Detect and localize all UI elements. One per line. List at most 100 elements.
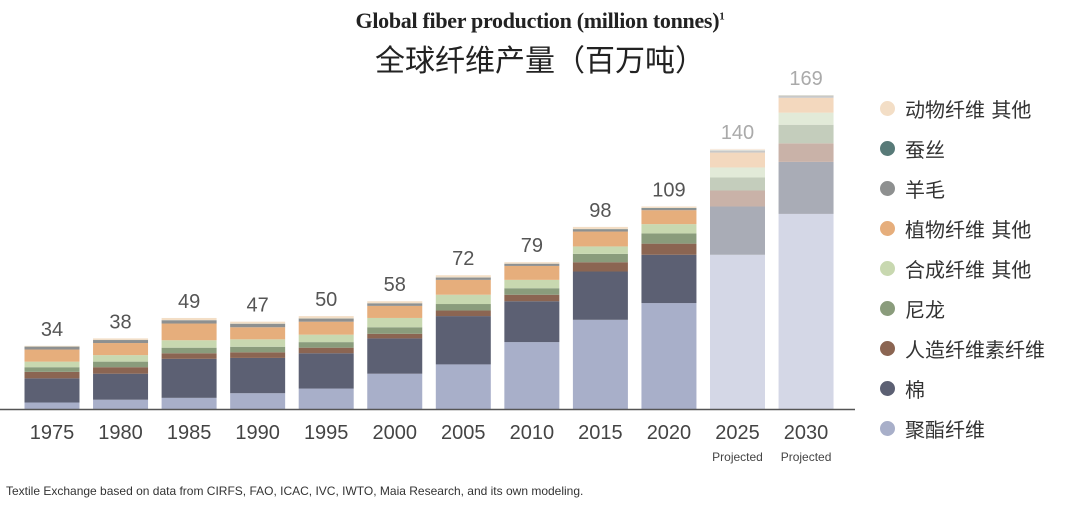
bar-segment [641,206,697,208]
source-note: Textile Exchange based on data from CIRF… [6,484,584,498]
x-tick-label: 2005 [441,422,486,444]
bar-segment [161,397,217,409]
legend-item: 合成纤维 其他 [880,248,1045,288]
bar-segment [298,321,354,335]
projected-note: Projected [781,450,832,464]
bar-segment [367,338,423,374]
x-tick-label: 1975 [30,422,75,444]
bar-segment [24,402,80,409]
bar-segment [778,213,834,409]
bar-segment [572,229,628,232]
legend-label: 羊毛 [905,177,945,202]
legend-item: 棉 [880,368,1045,408]
bar-segment [93,343,149,356]
legend-label: 人造纤维素纤维 [905,337,1045,362]
bar-segment [778,143,834,162]
bar-segment [230,323,286,328]
bar-segment [24,345,80,347]
total-label: 109 [652,179,685,201]
legend-label: 动物纤维 其他 [905,97,1032,122]
title-footnote-marker: 1 [719,10,725,23]
bar-segment [778,97,834,113]
bar-segment [641,254,697,304]
bar-segment [93,355,149,362]
bar-segment [435,275,491,278]
bar-segment [641,243,697,255]
total-label: 140 [721,122,754,144]
bar-segment [298,353,354,389]
bar-segment [778,112,834,125]
bar-segment [24,349,80,362]
bar-segment [298,388,354,409]
x-tick-label: 2010 [510,422,555,444]
bar-segment [298,316,354,319]
total-label: 50 [315,289,337,311]
bar-segment [367,327,423,334]
bar-segment [93,373,149,400]
bar-segment [572,253,628,263]
bar-segment [778,95,834,96]
bar-segment [298,347,354,354]
projected-note: Projected [712,450,763,464]
bar-segment [435,277,491,280]
bar-segment [367,303,423,306]
legend-label: 聚酯纤维 [905,417,985,442]
bar-segment [504,301,560,343]
bar-segment [778,161,834,214]
bar-segment [93,361,149,368]
bar-segment [710,254,765,409]
legend-item: 植物纤维 其他 [880,208,1045,248]
bar-segment [93,399,149,409]
bar-segment [24,361,80,368]
bar-segment [230,321,286,324]
legend-item: 尼龙 [880,288,1045,328]
legend-swatch [880,300,895,316]
bar-segment [161,317,217,321]
bar-segment [710,190,765,207]
total-label: 47 [247,295,269,317]
bar-segment [435,316,491,365]
legend-label: 棉 [905,377,925,402]
bar-segment [298,318,354,322]
bar-segment [161,358,217,398]
x-tick-label: 2020 [647,422,692,444]
x-tick-label: 1980 [98,422,143,444]
bar-segment [435,279,491,295]
bar-segment [710,167,765,178]
bar-segment [778,124,834,144]
bar-segment [641,208,697,211]
bar-segment [504,342,560,409]
legend-label: 蚕丝 [905,137,945,162]
legend-swatch [880,380,895,396]
legend-item: 动物纤维 其他 [880,88,1045,128]
bar-segment [24,346,80,350]
x-tick-label: 1985 [167,422,212,444]
bar-segment [641,210,697,225]
legend-item: 人造纤维素纤维 [880,328,1045,368]
bar-segment [710,148,765,151]
bar-segment [572,319,628,409]
bar-segment [435,294,491,305]
bar-segment [641,224,697,234]
bar-segment [161,353,217,359]
stacked-bar-chart: 34 1975 38 1980 49 1985 47 1990 50 1995 58 2000 72 20… [0,68,855,464]
bar-segment [435,304,491,311]
total-label: 72 [452,248,474,270]
bar-segment [367,301,423,304]
bar-segment [572,262,628,272]
chart-title: Global fiber production (million tonnes)… [0,8,1080,34]
legend-item: 羊毛 [880,168,1045,208]
bar-segment [230,393,286,409]
total-label: 169 [789,68,822,90]
bar-segment [24,371,80,379]
legend-swatch [880,180,895,196]
bar-segment [504,263,560,266]
bar-segment [572,246,628,254]
chart-title-text: Global fiber production (million tonnes) [355,8,720,33]
bar-segment [641,303,697,409]
x-tick-label: 2015 [578,422,623,444]
bar-segment [572,226,628,230]
total-label: 79 [521,235,543,257]
bar-segment [24,367,80,372]
legend-item: 蚕丝 [880,128,1045,168]
